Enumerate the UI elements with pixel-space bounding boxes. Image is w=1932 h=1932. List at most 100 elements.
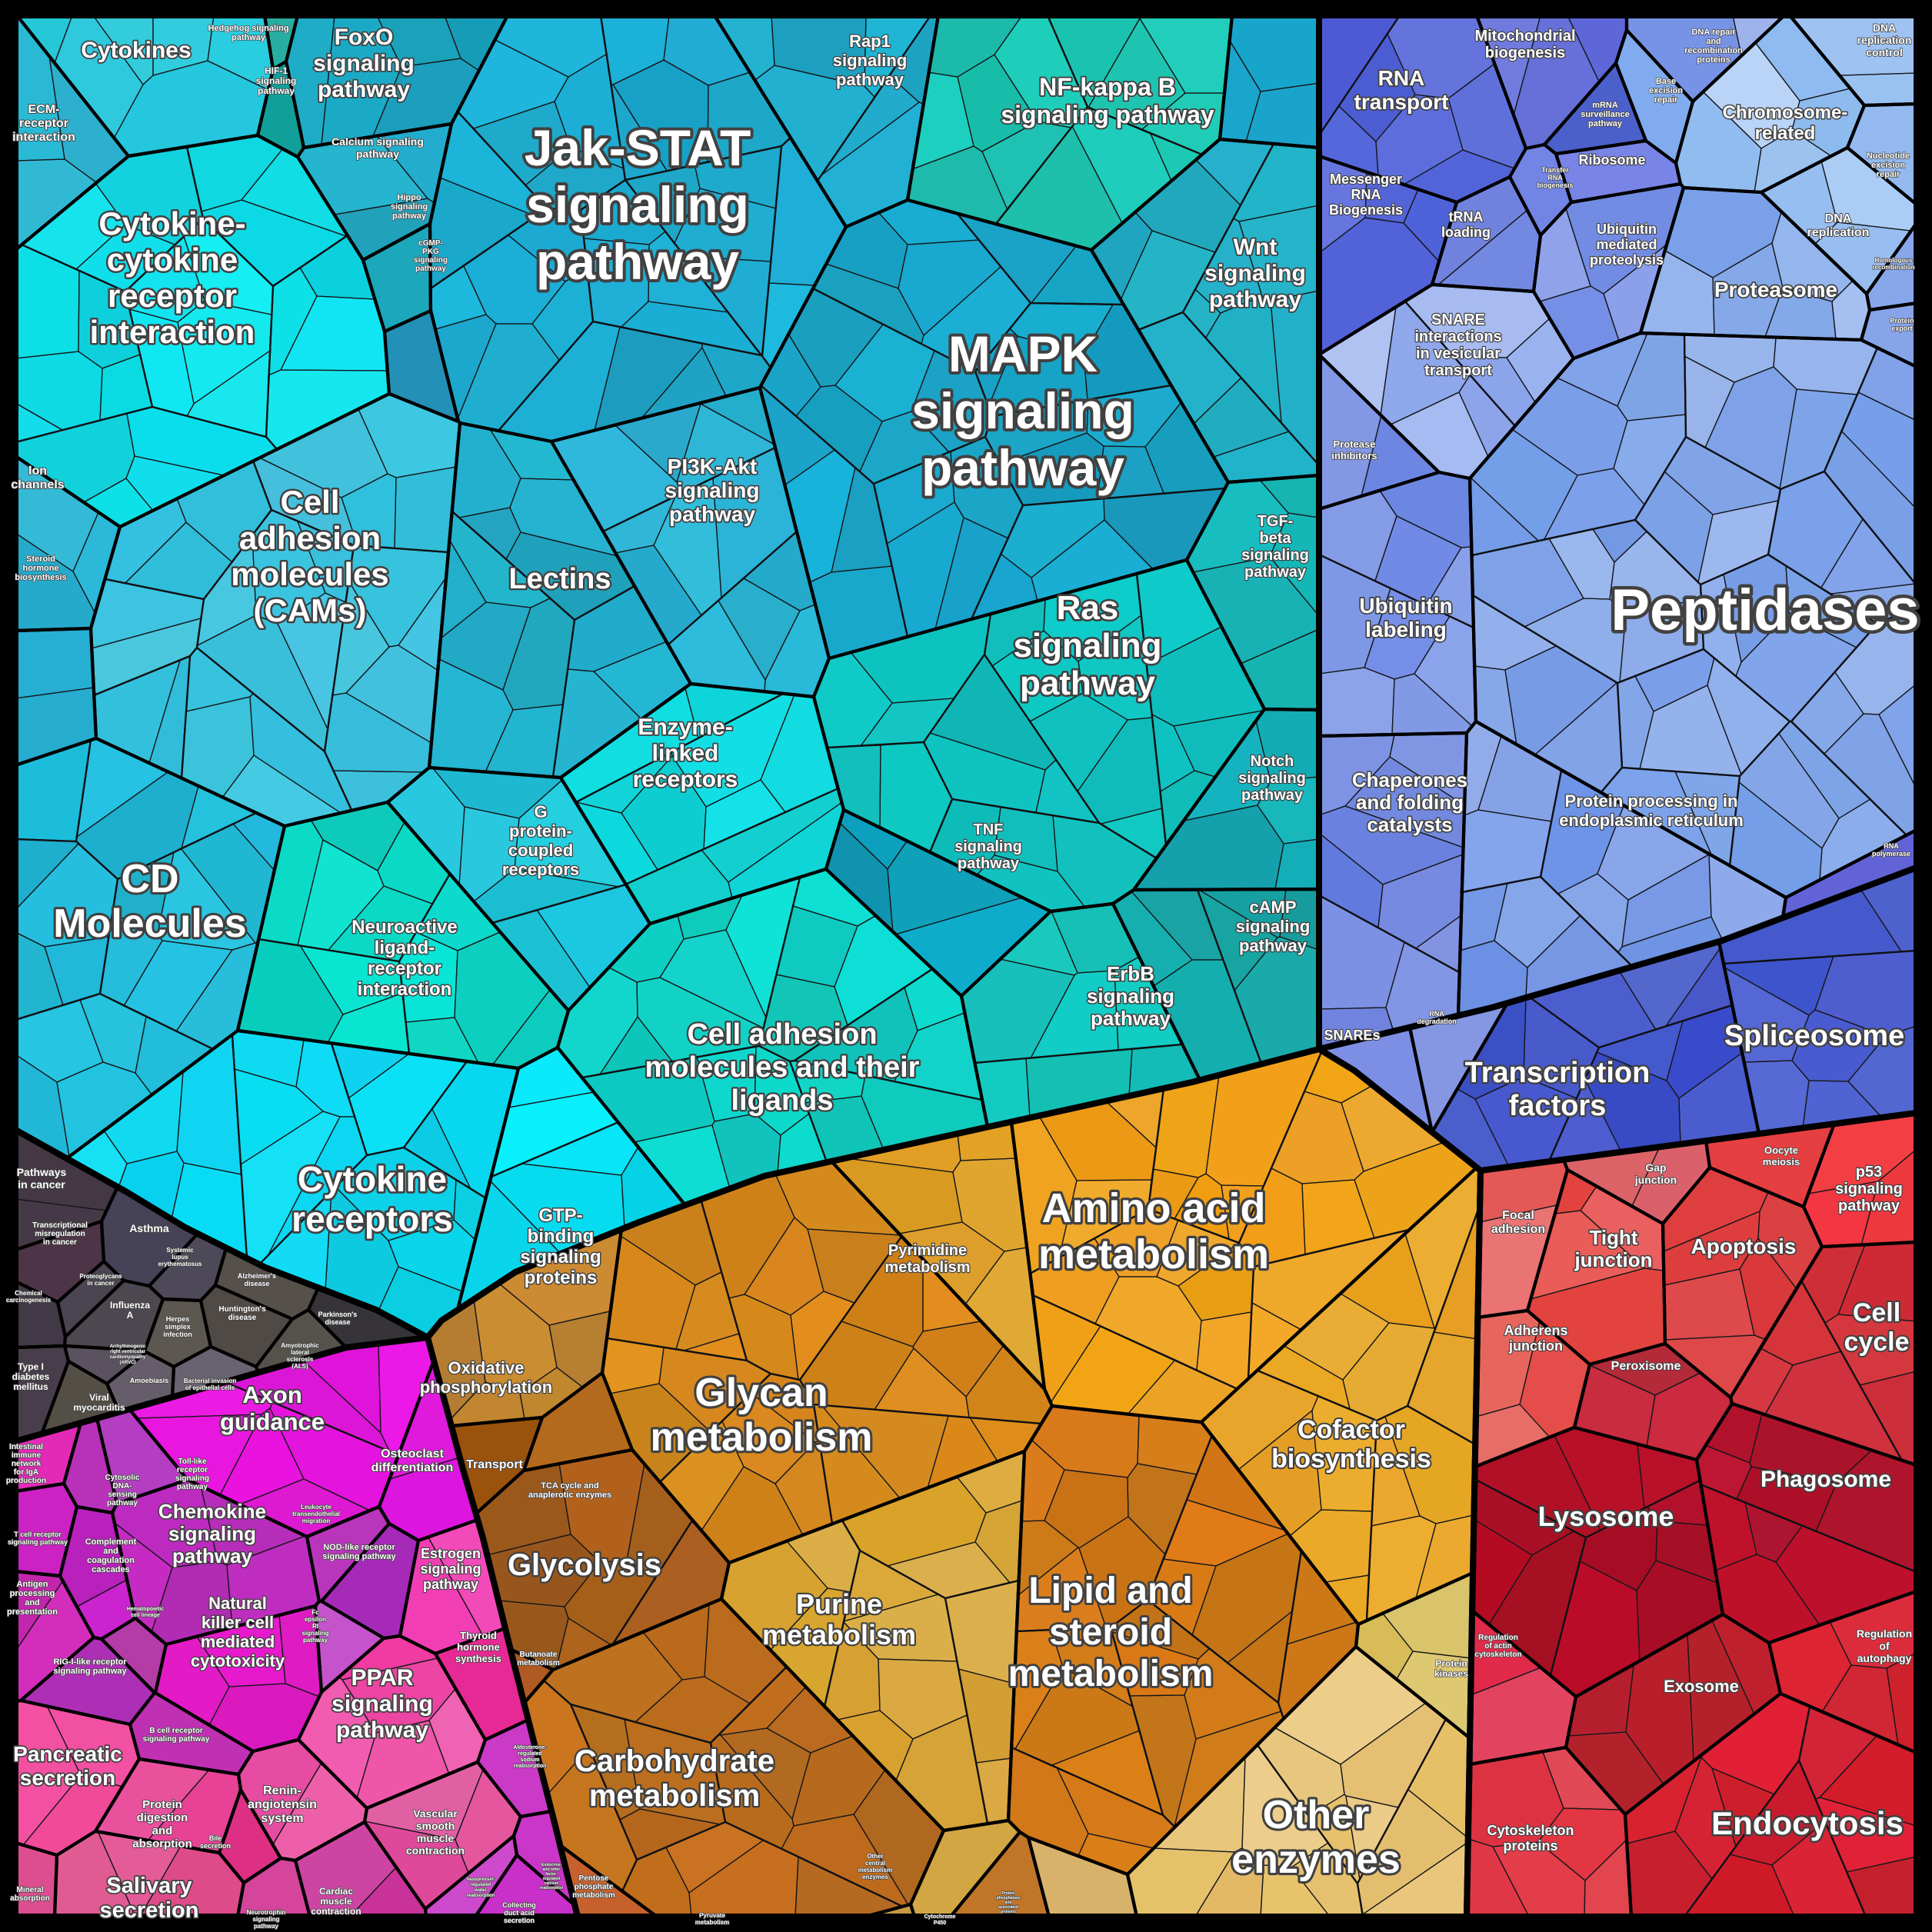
svg-text:Spliceosome: Spliceosome [1724,1020,1904,1052]
svg-text:Peroxisome: Peroxisome [1611,1360,1681,1373]
svg-text:Asthma: Asthma [129,1222,169,1234]
svg-text:Endocytosis: Endocytosis [1711,1805,1904,1841]
svg-text:Transport: Transport [466,1458,523,1471]
svg-text:Exosome: Exosome [1664,1677,1739,1696]
svg-text:Apoptosis: Apoptosis [1691,1234,1797,1258]
svg-text:Peptidases: Peptidases [1611,578,1919,643]
svg-text:Lectins: Lectins [508,563,611,595]
svg-text:Phagosome: Phagosome [1760,1467,1891,1492]
svg-text:SNAREs: SNAREs [1324,1028,1380,1043]
svg-text:Proteasome: Proteasome [1714,278,1837,301]
